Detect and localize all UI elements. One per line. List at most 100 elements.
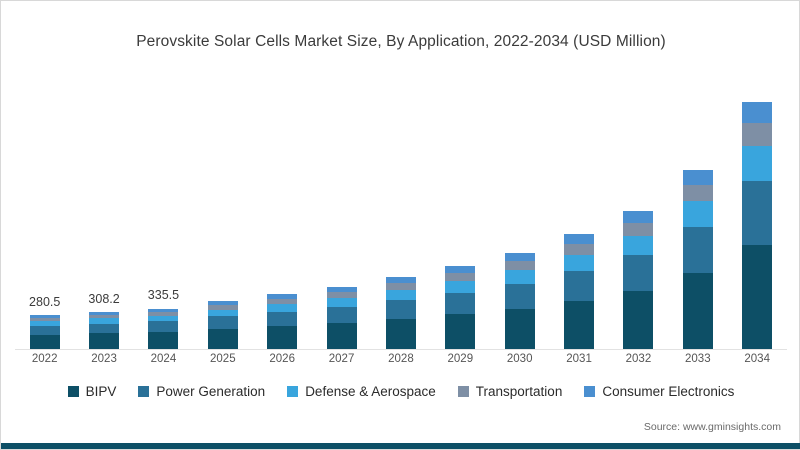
stacked-bar[interactable] [445, 266, 476, 349]
stacked-bar[interactable] [564, 234, 595, 349]
bar-segment[interactable] [623, 235, 654, 256]
bar-segment[interactable] [267, 298, 298, 305]
bar-segment[interactable] [682, 226, 713, 274]
bar-segment[interactable] [29, 325, 60, 335]
bar-segment[interactable] [326, 322, 357, 349]
bar-segment[interactable] [385, 277, 416, 284]
bar-segment[interactable] [385, 289, 416, 301]
bar-segment[interactable] [29, 321, 60, 326]
x-axis-tick: 2033 [685, 353, 711, 365]
bar-segment[interactable] [207, 305, 238, 310]
bar-segment[interactable] [504, 308, 535, 349]
bar-segment[interactable] [445, 266, 476, 274]
stacked-bar[interactable] [148, 308, 179, 349]
bar-segment[interactable] [564, 254, 595, 271]
legend-swatch-icon [287, 385, 299, 397]
bar-segment[interactable] [564, 300, 595, 349]
bar-segment[interactable] [445, 273, 476, 281]
bar-segment[interactable] [742, 102, 773, 123]
bar-segment[interactable] [504, 284, 535, 309]
bar-segment[interactable] [742, 181, 773, 246]
bar-segment[interactable] [564, 270, 595, 301]
bar-segment[interactable] [623, 222, 654, 236]
bar-segment[interactable] [564, 243, 595, 255]
footer-accent-bar [1, 443, 800, 449]
legend-item[interactable]: Transportation [457, 384, 562, 399]
legend-swatch-icon [67, 385, 79, 397]
x-axis-tick: 2023 [91, 353, 117, 365]
legend-swatch-icon [457, 385, 469, 397]
legend-item[interactable]: Consumer Electronics [584, 384, 734, 399]
legend-label: Power Generation [156, 383, 266, 399]
bar-segment[interactable] [89, 318, 120, 324]
stacked-bar[interactable] [326, 286, 357, 349]
bar-segment[interactable] [504, 270, 535, 284]
bar-group [611, 71, 666, 349]
stacked-bar[interactable] [385, 277, 416, 349]
bar-segment[interactable] [267, 326, 298, 349]
bar-segment[interactable] [267, 304, 298, 312]
stacked-bar[interactable] [29, 315, 60, 349]
bar-segment[interactable] [148, 308, 179, 312]
bar-segment[interactable] [29, 317, 60, 322]
bar-segment[interactable] [742, 122, 773, 146]
x-axis-tick: 2030 [506, 353, 533, 365]
bar-segment[interactable] [682, 201, 713, 227]
bar-segment[interactable] [207, 309, 238, 317]
bar-segment[interactable] [148, 321, 179, 332]
bar-segment[interactable] [207, 328, 238, 349]
bar-segment[interactable] [89, 314, 120, 319]
bar-segment[interactable] [29, 334, 60, 349]
bar-value-label: 335.5 [147, 288, 180, 303]
bar-segment[interactable] [682, 169, 713, 185]
bar-segment[interactable] [148, 331, 179, 349]
bar-value-label: 280.5 [29, 295, 61, 310]
stacked-bar[interactable] [207, 301, 238, 349]
bar-segment[interactable] [29, 315, 60, 318]
bar-segment[interactable] [623, 211, 654, 223]
bar-segment[interactable] [385, 283, 416, 290]
bar-group [433, 71, 488, 349]
bar-segment[interactable] [445, 280, 476, 293]
bar-segment[interactable] [445, 314, 476, 349]
bar-segment[interactable] [623, 291, 654, 349]
x-axis-tick: 2022 [31, 353, 58, 365]
bar-segment[interactable] [89, 311, 120, 315]
bar-segment[interactable] [445, 292, 476, 315]
stacked-bar[interactable] [89, 311, 120, 349]
bar-segment[interactable] [682, 273, 713, 349]
bar-segment[interactable] [504, 261, 535, 271]
bar-segment[interactable] [326, 292, 357, 298]
bar-segment[interactable] [623, 255, 654, 291]
bar-segment[interactable] [148, 315, 179, 322]
bar-segment[interactable] [385, 300, 416, 319]
bar-segment[interactable] [148, 311, 179, 316]
stacked-bar[interactable] [504, 253, 535, 349]
bar-segment[interactable] [564, 234, 595, 244]
stacked-bar[interactable] [267, 294, 298, 349]
bar-group [255, 71, 310, 349]
stacked-bar[interactable] [682, 169, 713, 349]
bar-segment[interactable] [326, 286, 357, 293]
x-axis-tick: 2024 [150, 353, 177, 365]
legend-item[interactable]: BIPV [67, 384, 116, 399]
bar-segment[interactable] [89, 323, 120, 334]
stacked-bar[interactable] [623, 211, 654, 349]
legend-item[interactable]: Defense & Aerospace [287, 384, 436, 399]
bar-segment[interactable] [326, 297, 357, 307]
bar-segment[interactable] [89, 333, 120, 349]
bar-segment[interactable] [267, 294, 298, 299]
bar-segment[interactable] [267, 311, 298, 327]
bar-segment[interactable] [207, 301, 238, 306]
stacked-bar[interactable] [742, 102, 773, 349]
bar-segment[interactable] [326, 306, 357, 323]
legend-item[interactable]: Power Generation [138, 384, 265, 399]
bar-segment[interactable] [385, 318, 416, 349]
bar-segment[interactable] [504, 253, 535, 262]
bar-segment[interactable] [742, 145, 773, 182]
bar-segment[interactable] [682, 184, 713, 202]
bar-group: 335.5 [136, 71, 191, 349]
bar-segment[interactable] [207, 316, 238, 329]
bar-segment[interactable] [742, 245, 773, 349]
